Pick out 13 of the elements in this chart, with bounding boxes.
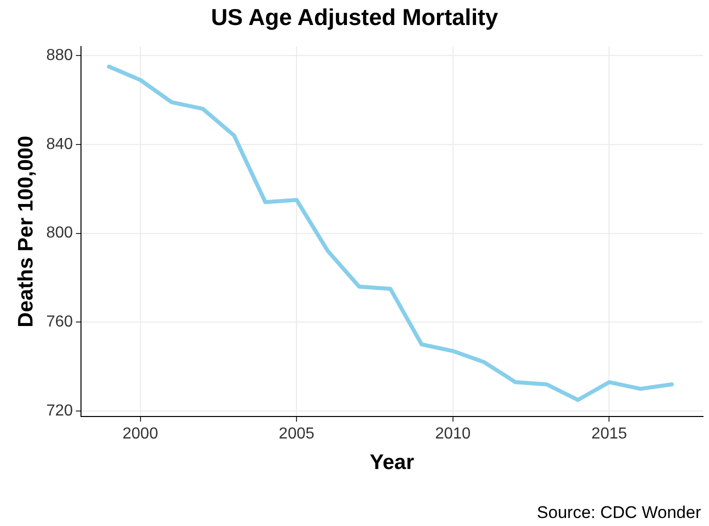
x-tick-label: 2000 — [122, 426, 158, 443]
y-axis-title: Deaths Per 100,000 — [14, 136, 38, 328]
x-axis-title: Year — [370, 451, 414, 474]
y-tick-label: 720 — [46, 402, 73, 420]
y-tick-label: 880 — [46, 46, 73, 64]
x-tick-label: 2010 — [435, 426, 471, 443]
y-tick-label: 840 — [46, 136, 73, 153]
x-tick-label: 2005 — [278, 426, 314, 443]
chart-title: US Age Adjusted Mortality — [210, 4, 500, 31]
y-tick-label: 760 — [46, 314, 73, 331]
source-note: Source: CDC Wonder — [536, 503, 701, 523]
x-tick-label: 2015 — [591, 426, 628, 443]
y-tick-label: 800 — [46, 224, 73, 242]
